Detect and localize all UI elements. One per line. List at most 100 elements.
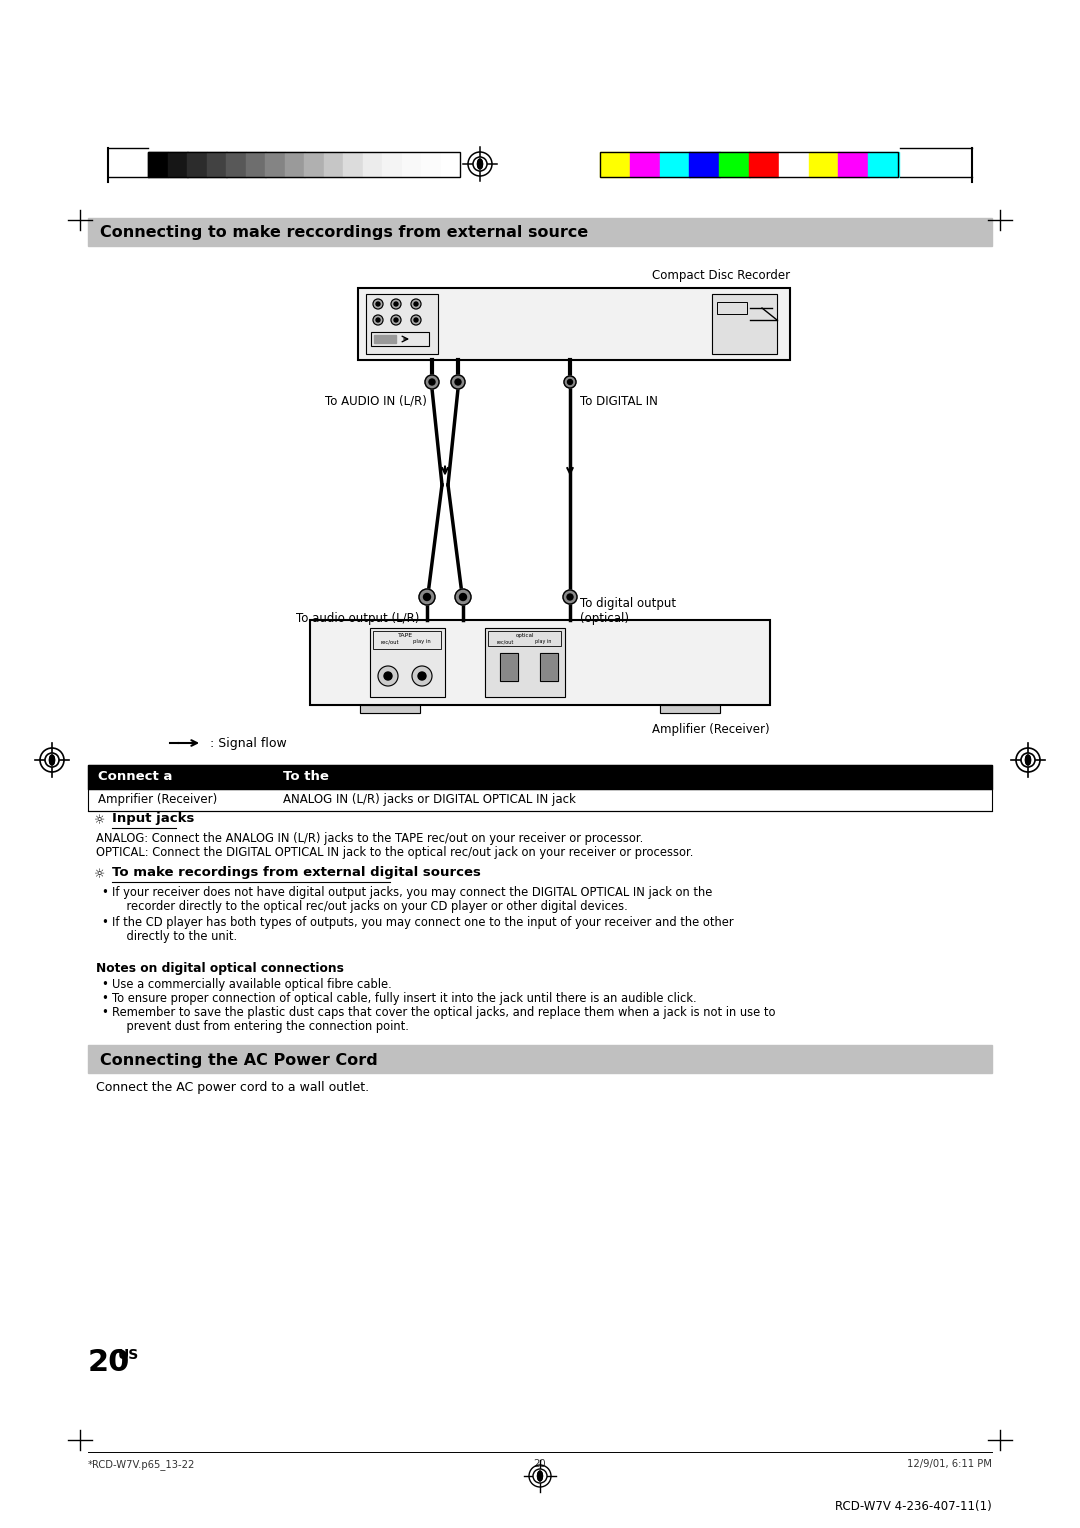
Text: If the CD player has both types of outputs, you may connect one to the input of : If the CD player has both types of outpu… (112, 915, 733, 929)
Text: •: • (102, 1005, 108, 1019)
Bar (421, 151, 441, 177)
Bar (488, 631, 561, 646)
Bar (717, 303, 747, 313)
Bar (809, 151, 839, 177)
Text: US: US (118, 1348, 139, 1361)
Bar (600, 151, 897, 177)
Circle shape (373, 315, 383, 325)
Text: : Signal flow: : Signal flow (210, 736, 287, 750)
Bar (357, 287, 789, 361)
Text: *RCD-W7V.p65_13-22: *RCD-W7V.p65_13-22 (87, 1459, 195, 1470)
Circle shape (391, 315, 401, 325)
Text: Connecting the AC Power Cord: Connecting the AC Power Cord (100, 1053, 378, 1068)
Bar (500, 652, 518, 681)
Text: 12/9/01, 6:11 PM: 12/9/01, 6:11 PM (907, 1459, 993, 1468)
Bar (265, 151, 285, 177)
Text: ☼: ☼ (94, 868, 105, 882)
Circle shape (563, 590, 577, 604)
Ellipse shape (477, 159, 483, 170)
Text: RCD-W7V 4-236-407-11(1): RCD-W7V 4-236-407-11(1) (835, 1500, 993, 1513)
Circle shape (384, 672, 392, 680)
Circle shape (419, 588, 435, 605)
Text: To digital output: To digital output (580, 597, 676, 610)
Circle shape (567, 379, 572, 385)
Bar (310, 620, 770, 704)
Text: OPTICAL: Connect the DIGITAL OPTICAL IN jack to the optical rec/out jack on your: OPTICAL: Connect the DIGITAL OPTICAL IN … (96, 847, 693, 859)
Circle shape (394, 303, 399, 306)
Circle shape (414, 303, 418, 306)
Circle shape (376, 303, 380, 306)
Text: To DIGITAL IN: To DIGITAL IN (580, 396, 658, 408)
Bar (357, 287, 789, 361)
Bar (187, 151, 207, 177)
Circle shape (45, 753, 59, 767)
Text: To ensure proper connection of optical cable, fully insert it into the jack unti: To ensure proper connection of optical c… (112, 992, 697, 1005)
Bar (310, 620, 770, 704)
Bar (245, 151, 266, 177)
Bar (500, 652, 518, 681)
Bar (402, 151, 421, 177)
Bar (630, 151, 660, 177)
Circle shape (391, 299, 401, 309)
Circle shape (455, 588, 471, 605)
Text: directly to the unit.: directly to the unit. (112, 931, 238, 943)
Bar (366, 293, 438, 354)
Circle shape (418, 672, 426, 680)
Text: Input jacks: Input jacks (112, 811, 194, 825)
Text: (optical): (optical) (580, 613, 629, 625)
Bar (284, 151, 305, 177)
Bar (750, 151, 780, 177)
Bar (779, 151, 809, 177)
Text: To audio output (L/R): To audio output (L/R) (296, 613, 419, 625)
Bar (719, 151, 750, 177)
Bar (372, 332, 429, 345)
Bar (441, 151, 460, 177)
Text: play in: play in (535, 639, 551, 643)
Circle shape (426, 374, 438, 390)
Bar (373, 631, 441, 649)
Bar (540, 652, 558, 681)
Bar (838, 151, 868, 177)
Bar (374, 335, 396, 342)
Circle shape (411, 315, 421, 325)
Bar (360, 704, 420, 714)
Text: To make recordings from external digital sources: To make recordings from external digital… (112, 866, 481, 879)
Circle shape (378, 666, 399, 686)
Text: •: • (102, 886, 108, 898)
Text: To AUDIO IN (L/R): To AUDIO IN (L/R) (325, 396, 427, 408)
Text: To the: To the (283, 770, 329, 784)
Text: •: • (102, 992, 108, 1005)
Bar (660, 704, 720, 714)
Text: TAPE: TAPE (399, 633, 414, 639)
Bar (382, 151, 402, 177)
Bar (485, 628, 565, 697)
Circle shape (423, 593, 431, 601)
Text: play in: play in (414, 639, 431, 643)
Circle shape (473, 157, 487, 171)
Bar (87, 766, 993, 811)
Bar (343, 151, 363, 177)
Bar (148, 151, 460, 177)
Bar (689, 151, 719, 177)
Bar (660, 151, 690, 177)
Bar (370, 628, 445, 697)
Circle shape (567, 594, 573, 601)
Text: Connecting to make reccordings from external source: Connecting to make reccordings from exte… (100, 226, 589, 240)
Text: If your receiver does not have digital output jacks, you may connect the DIGITAL: If your receiver does not have digital o… (112, 886, 713, 898)
Circle shape (564, 376, 576, 388)
Circle shape (373, 299, 383, 309)
Text: •: • (102, 978, 108, 992)
Text: Amplifier (Receiver): Amplifier (Receiver) (652, 723, 770, 736)
Text: Remember to save the plastic dust caps that cover the optical jacks, and replace: Remember to save the plastic dust caps t… (112, 1005, 775, 1019)
Bar (660, 704, 720, 714)
Text: 20: 20 (534, 1459, 546, 1468)
Text: ☼: ☼ (94, 814, 105, 827)
Circle shape (429, 379, 435, 385)
Text: Connect a: Connect a (98, 770, 173, 784)
Ellipse shape (1026, 755, 1030, 766)
Bar (485, 628, 565, 697)
Bar (363, 151, 382, 177)
Bar (87, 1045, 993, 1073)
Text: 20: 20 (87, 1348, 131, 1377)
Circle shape (1021, 753, 1035, 767)
